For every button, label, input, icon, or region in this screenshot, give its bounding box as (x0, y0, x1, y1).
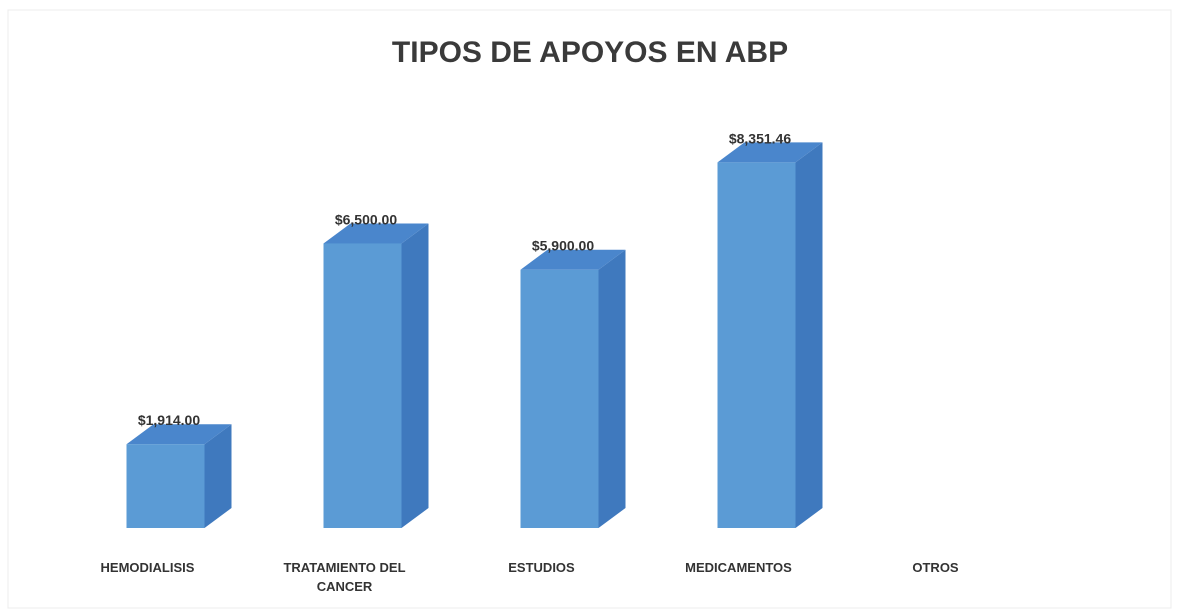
bar-top (126, 424, 232, 445)
x-tick-label: MEDICAMENTOS (685, 560, 792, 575)
bar-side (401, 223, 429, 528)
x-tick-label: OTROS (912, 560, 959, 575)
x-tick-label: TRATAMIENTO DEL CANCER (283, 560, 406, 594)
bar (126, 444, 205, 528)
chart-title: TIPOS DE APOYOS EN ABP (392, 36, 788, 69)
bar-top (323, 223, 429, 244)
bar-side (795, 142, 823, 528)
bar (323, 243, 402, 528)
data-label: $6,500.00 (335, 211, 397, 227)
bar (717, 162, 796, 528)
data-label: $8,351.46 (729, 130, 791, 146)
data-label: $1,914.00 (138, 412, 200, 428)
bar-top (520, 249, 626, 270)
chart-frame (7, 9, 1172, 609)
x-tick-label: HEMODIALISIS (100, 560, 195, 575)
data-label: $5,900.00 (532, 238, 594, 254)
x-tick-label: ESTUDIOS (508, 560, 575, 575)
bar-top (717, 142, 823, 163)
bar (520, 269, 599, 528)
bar-side (204, 424, 232, 528)
bar-side (598, 249, 626, 528)
